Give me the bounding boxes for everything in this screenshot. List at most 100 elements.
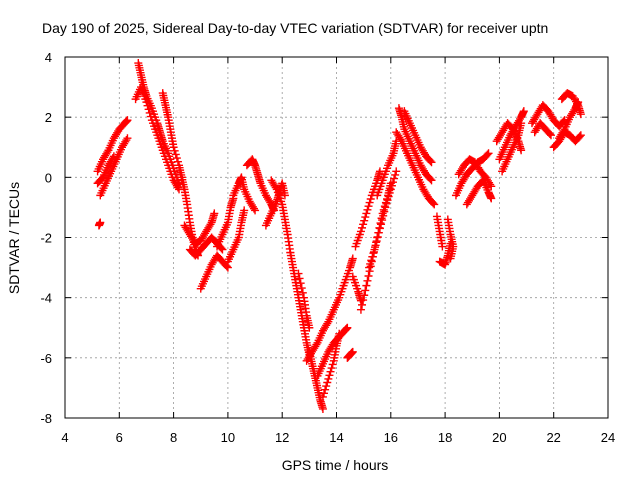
data-point (360, 216, 369, 225)
data-point (348, 254, 357, 263)
data-point (374, 228, 383, 237)
data-point (426, 157, 435, 166)
x-tick-label: 12 (275, 430, 289, 445)
x-tick-label: 22 (546, 430, 560, 445)
x-tick-label: 4 (61, 430, 68, 445)
data-point (359, 296, 368, 305)
data-point (487, 194, 496, 203)
data-point (382, 199, 391, 208)
data-point (327, 364, 336, 373)
data-point (381, 203, 390, 212)
x-tick-label: 16 (384, 430, 398, 445)
y-tick-label: 0 (45, 170, 52, 185)
data-point (240, 206, 249, 215)
data-point (356, 227, 365, 236)
data-point (390, 174, 399, 183)
data-point (323, 319, 332, 328)
chart-title: Day 190 of 2025, Sidereal Day-to-day VTE… (42, 20, 548, 36)
data-point (361, 286, 370, 295)
data-point (517, 146, 526, 155)
data-point (369, 249, 378, 258)
data-point (379, 211, 388, 220)
data-point (426, 175, 435, 184)
x-tick-label: 24 (601, 430, 615, 445)
data-point (122, 136, 131, 145)
data-point (365, 263, 374, 272)
data-point (169, 143, 178, 152)
data-point (483, 150, 492, 159)
data-point (170, 146, 179, 155)
data-point (210, 209, 219, 218)
data-point (356, 305, 365, 314)
data-point (377, 220, 386, 229)
data-point (312, 340, 321, 349)
data-points (93, 59, 585, 413)
data-point (217, 244, 226, 253)
data-point (367, 256, 376, 265)
data-point (519, 107, 528, 116)
data-point (427, 176, 436, 185)
data-point (298, 288, 307, 297)
data-point (325, 371, 334, 380)
data-point (364, 202, 373, 211)
data-point (366, 194, 375, 203)
data-point (361, 213, 370, 222)
data-point (359, 220, 368, 229)
data-point (387, 181, 396, 190)
data-point (328, 360, 337, 369)
data-point (429, 199, 438, 208)
data-point (378, 216, 387, 225)
data-point (358, 300, 367, 309)
data-point (218, 245, 227, 254)
data-point (172, 154, 181, 163)
data-point (320, 389, 329, 398)
data-point (573, 99, 582, 108)
data-point (386, 185, 395, 194)
y-tick-label: -4 (40, 291, 52, 306)
data-point (364, 272, 373, 281)
data-point (396, 135, 405, 144)
data-point (430, 200, 439, 209)
data-point (372, 237, 381, 246)
x-tick-label: 8 (170, 430, 177, 445)
data-point (360, 291, 369, 300)
data-point (365, 198, 374, 207)
data-point (546, 131, 555, 140)
data-point (142, 98, 151, 107)
data-point (171, 150, 180, 159)
data-point (318, 404, 327, 413)
data-point (484, 149, 493, 158)
data-point (370, 245, 379, 254)
data-point (251, 206, 260, 215)
data-point (96, 218, 105, 227)
y-tick-label: 2 (45, 110, 52, 125)
data-point (326, 367, 335, 376)
x-tick-label: 6 (116, 430, 123, 445)
data-point (384, 192, 393, 201)
data-point (324, 374, 333, 383)
data-point (123, 134, 132, 143)
data-point (380, 207, 389, 216)
data-point (348, 347, 357, 356)
data-point (323, 378, 332, 387)
data-point (123, 116, 132, 125)
x-tick-label: 20 (492, 430, 506, 445)
data-point (427, 158, 436, 167)
x-tick-label: 18 (438, 430, 452, 445)
data-point (545, 130, 554, 139)
data-point (173, 157, 182, 166)
data-point (249, 204, 258, 213)
data-point (388, 178, 397, 187)
data-point (385, 188, 394, 197)
data-point (446, 254, 455, 263)
data-point (576, 110, 585, 119)
data-point (294, 269, 303, 278)
data-point (392, 167, 401, 176)
data-point (108, 154, 117, 163)
data-point (363, 276, 372, 285)
data-point (362, 209, 371, 218)
data-point (109, 152, 118, 161)
data-point (358, 223, 367, 232)
data-point (206, 220, 215, 229)
